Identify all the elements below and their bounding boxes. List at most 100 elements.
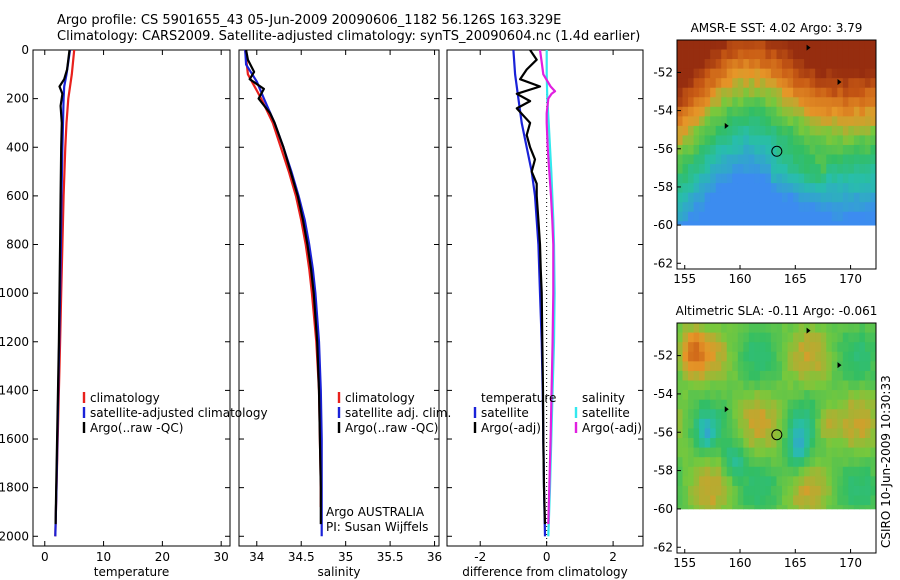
heatmap-cell [688,125,694,136]
heatmap-cell [721,183,728,194]
heatmap-cell [848,116,855,127]
other-float-marker [724,122,729,129]
heatmap-cell [765,476,772,487]
heatmap-cell [682,323,689,333]
heatmap-cell [737,40,744,50]
heatmap-cell [759,418,766,429]
heatmap-cell [677,59,683,70]
heatmap-cell [688,173,694,184]
heatmap-cell [859,135,866,146]
heatmap-cell [787,135,794,146]
heatmap-cell [804,428,811,439]
heatmap-cell [804,505,811,510]
map-y-tick-label: -54 [653,387,673,401]
heatmap-cell [726,351,733,362]
heatmap-cell [704,380,711,391]
x-axis-label: salinity [317,565,360,579]
heatmap-cell [853,116,860,127]
heatmap-cell [782,370,788,381]
heatmap-cell [721,68,728,79]
heatmap-cell [743,144,750,155]
heatmap-cell [782,97,788,108]
heatmap-cell [737,164,744,174]
heatmap-cell [710,116,717,127]
heatmap-cell [748,135,755,146]
heatmap-cell [726,154,733,165]
heatmap-cell [793,164,800,174]
heatmap-cell [765,485,772,496]
map-y-tick-label: -62 [653,256,673,270]
heatmap-cell [837,144,844,155]
heatmap-cell [782,87,788,98]
heatmap-cell [776,438,783,448]
heatmap-cell [737,466,744,477]
heatmap-cell [826,116,833,127]
heatmap-cell [782,332,788,343]
heatmap-cell [776,428,783,439]
heatmap-cell [798,192,805,203]
heatmap-cell [682,59,689,70]
heatmap-cell [765,428,772,439]
heatmap-cell [809,154,816,165]
heatmap-cell [737,495,744,506]
heatmap-cell [776,106,783,117]
heatmap-cell [743,332,750,343]
series-group [54,50,76,537]
heatmap-cell [826,144,833,155]
heatmap-cell [710,390,717,401]
heatmap-cell [853,68,860,79]
heatmap-cell [837,49,844,60]
heatmap-cell [688,342,694,353]
heatmap-cell [682,370,689,381]
heatmap-cell [842,125,849,136]
heatmap-cell [870,418,877,429]
heatmap-cell [754,505,761,510]
heatmap-cell [710,495,717,506]
heatmap-cell [765,380,772,391]
legend-entry: Argo(-adj) [481,421,541,435]
heatmap-cell [793,211,800,222]
heatmap-cell [820,173,827,184]
heatmap-cell [677,409,683,420]
heatmap-cell [699,380,706,391]
heatmap-cell [726,380,733,391]
heatmap-cell [820,370,827,381]
heatmap-cell [765,466,772,477]
map-x-tick-label: 160 [729,272,752,286]
heatmap-cell [754,144,761,155]
heatmap-cell [826,106,833,117]
heatmap-cell [677,154,683,165]
heatmap-cell [853,164,860,174]
heatmap-cell [776,323,783,333]
heatmap-cell [798,399,805,410]
heatmap-cell [715,438,722,448]
heatmap-cell [688,380,694,391]
heatmap-cell [704,418,711,429]
heatmap-cell [699,154,706,165]
heatmap-cell [826,202,833,213]
heatmap-cell [693,495,700,506]
heatmap-cell [765,399,772,410]
heatmap-cell [864,428,871,439]
heatmap-cell [837,183,844,194]
heatmap-cell [809,211,816,222]
heatmap-cell [853,418,860,429]
heatmap-cell [677,183,683,194]
heatmap-cell [842,495,849,506]
heatmap-cell [759,495,766,506]
heatmap-cell [677,68,683,79]
heatmap-cell [837,485,844,496]
heatmap-cell [688,361,694,372]
heatmap-cell [721,87,728,98]
heatmap-cell [864,97,871,108]
heatmap-cell [765,457,772,468]
heatmap-cell [743,485,750,496]
heatmap-cell [859,192,866,203]
heatmap-cell [787,438,794,448]
heatmap-cell [732,106,739,117]
heatmap-cell [770,380,777,391]
heatmap-cell [820,211,827,222]
heatmap-cell [870,173,877,184]
heatmap-cell [793,438,800,448]
heatmap-cell [842,106,849,117]
